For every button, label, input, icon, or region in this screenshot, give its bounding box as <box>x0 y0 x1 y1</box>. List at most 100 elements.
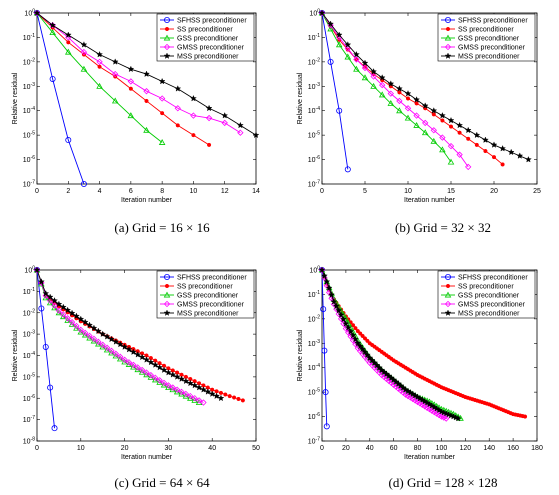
data-point <box>151 361 159 368</box>
data-point <box>68 320 76 327</box>
series-star <box>33 9 260 139</box>
data-point <box>111 58 119 65</box>
legend-box <box>156 13 255 62</box>
legend-marker <box>163 43 171 51</box>
series-line <box>36 269 55 429</box>
x-axis-label: Iteration number <box>121 197 173 204</box>
data-point <box>344 166 351 173</box>
y-tick-label: 100 <box>24 9 35 18</box>
y-tick-label: 10-3 <box>308 339 320 348</box>
y-tick-label: 10-1 <box>23 287 35 296</box>
x-tick-label: 2 <box>66 188 70 195</box>
data-point <box>80 48 88 56</box>
data-point <box>77 326 84 334</box>
legend: SFHSS preconditioner SS preconditioner GSS… <box>437 13 536 62</box>
data-point <box>182 377 190 385</box>
y-tick-label: 10-3 <box>23 82 35 91</box>
data-point <box>80 41 88 48</box>
data-point <box>169 371 177 378</box>
x-tick-label: 40 <box>366 445 374 452</box>
data-point <box>55 309 63 316</box>
data-point <box>490 141 498 148</box>
y-tick-label: 10-7 <box>308 437 320 446</box>
data-point <box>125 345 133 353</box>
data-point <box>143 356 150 363</box>
data-point <box>431 112 436 117</box>
data-point <box>332 302 340 310</box>
series-diamond <box>318 266 450 422</box>
series-diamond <box>318 9 472 171</box>
data-point <box>204 388 212 395</box>
data-point <box>86 321 93 329</box>
data-point <box>108 347 115 354</box>
data-point <box>330 298 338 305</box>
data-point <box>38 305 45 312</box>
y-tick-label: 10-3 <box>23 330 35 339</box>
legend-box <box>437 13 536 62</box>
series-line <box>321 269 328 427</box>
y-tick-label: 10-5 <box>23 131 35 140</box>
x-tick-label: 40 <box>208 445 216 452</box>
x-tick-label: 20 <box>342 445 350 452</box>
legend-marker <box>445 26 451 32</box>
data-point <box>336 107 343 114</box>
data-point <box>49 21 57 29</box>
data-point <box>95 340 102 347</box>
data-point <box>448 124 454 129</box>
data-point <box>361 64 369 72</box>
data-point <box>335 41 343 48</box>
legend-entry: SS preconditioner <box>177 284 233 291</box>
data-point <box>344 41 352 48</box>
x-tick-label: 15 <box>447 188 455 195</box>
legend-marker <box>444 273 451 280</box>
data-point <box>353 326 358 331</box>
series-line <box>36 12 210 146</box>
y-tick-label: 10-1 <box>308 33 320 42</box>
data-point <box>387 99 395 106</box>
x-tick-label: 30 <box>165 445 173 452</box>
data-point <box>138 366 146 374</box>
data-point <box>68 318 76 326</box>
data-point <box>96 82 103 89</box>
legend-box <box>156 270 255 319</box>
data-point <box>46 293 54 300</box>
data-point <box>99 343 106 350</box>
data-point <box>64 31 72 38</box>
data-point <box>397 90 402 95</box>
data-point <box>370 68 377 75</box>
chart-panel-3: 0 10 20 30 40 50 10-8 10-7 10-6 10-5 10-4 10-3 10-2 1… <box>12 266 260 491</box>
x-tick-label: 0 <box>320 188 324 195</box>
data-point <box>125 359 133 366</box>
panel-caption: (b) Grid = 32 × 32 <box>395 220 491 235</box>
data-point <box>51 425 58 432</box>
data-point <box>361 59 369 66</box>
data-point <box>147 358 155 366</box>
data-point <box>68 309 76 317</box>
data-point <box>90 335 98 342</box>
legend-entry: SFHSS preconditioner <box>458 18 528 25</box>
data-point <box>364 351 371 358</box>
data-point <box>335 307 343 314</box>
data-point <box>422 119 429 127</box>
legend: SFHSS preconditioner SS preconditioner GSS… <box>156 13 255 62</box>
data-point <box>362 336 368 341</box>
data-point <box>160 111 165 116</box>
data-point <box>42 343 49 350</box>
legend-marker <box>164 283 170 289</box>
data-point <box>321 347 328 354</box>
legend-entry: MSS preconditioner <box>458 311 520 318</box>
data-point <box>355 329 360 334</box>
data-point <box>430 137 438 144</box>
data-point <box>217 394 225 402</box>
series-star <box>318 9 532 163</box>
y-axis-label: Relative residual <box>297 329 304 381</box>
series-diamond <box>33 266 207 406</box>
x-tick-label: 10 <box>190 188 198 195</box>
data-point <box>112 70 119 78</box>
data-point <box>443 415 450 422</box>
data-point <box>143 369 150 376</box>
legend-entry: SS preconditioner <box>177 27 233 34</box>
legend-entry: GSS preconditioner <box>458 293 520 300</box>
data-point <box>73 322 80 330</box>
x-tick-label: 80 <box>414 445 422 452</box>
